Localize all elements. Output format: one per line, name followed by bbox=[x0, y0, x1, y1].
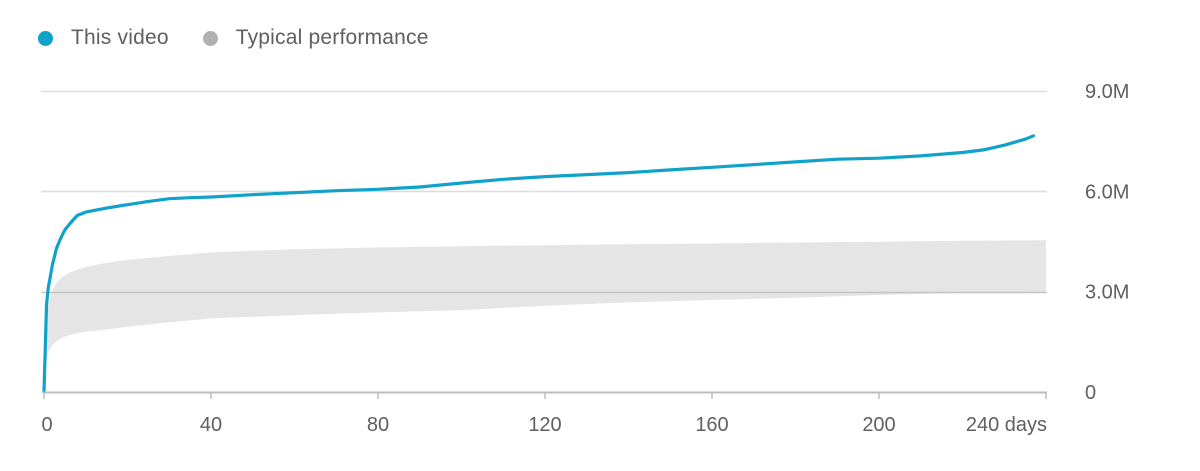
chart-legend: This video Typical performance bbox=[38, 26, 463, 50]
legend-dot-typical-performance bbox=[202, 30, 218, 46]
legend-item-this-video[interactable]: This video bbox=[38, 26, 169, 50]
series-line-this-video bbox=[42, 134, 1036, 394]
y-axis-ticks: 0 3.0M 6.0M 9.0M bbox=[1085, 81, 1129, 404]
legend-label-typical-performance: Typical performance bbox=[235, 26, 429, 49]
x-tick-label-160: 160 bbox=[695, 414, 728, 436]
legend-dot-this-video bbox=[38, 30, 53, 46]
y-tick-label-9.0M: 9.0M bbox=[1085, 81, 1129, 103]
typical-performance-band bbox=[44, 240, 1046, 392]
series-group bbox=[42, 134, 1036, 394]
x-tick-label-200: 200 bbox=[862, 414, 895, 436]
grid-lines bbox=[41, 90, 1047, 193]
y-tick-label-6.0M: 6.0M bbox=[1085, 181, 1129, 203]
x-tick-label-0: 0 bbox=[41, 414, 52, 436]
typical-performance-band-group bbox=[44, 240, 1046, 392]
x-tick-label-240: 240 days bbox=[966, 414, 1047, 436]
x-tick-label-120: 120 bbox=[528, 414, 561, 436]
y-tick-label-0: 0 bbox=[1085, 382, 1096, 404]
x-tick-label-40: 40 bbox=[200, 414, 222, 436]
x-tick-label-80: 80 bbox=[367, 414, 389, 436]
y-tick-label-3.0M: 3.0M bbox=[1085, 282, 1129, 304]
legend-item-typical-performance[interactable]: Typical performance bbox=[202, 26, 429, 50]
legend-label-this-video: This video bbox=[71, 26, 169, 49]
x-axis-ticks: 0 40 80 120 160 200 240 days bbox=[41, 392, 1047, 436]
